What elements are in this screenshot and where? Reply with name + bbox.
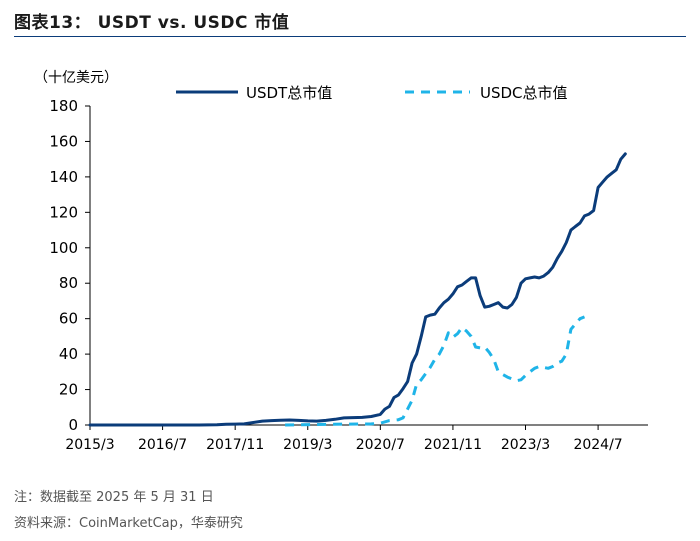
y-axis-unit-label: （十亿美元） (34, 70, 118, 86)
y-tick-label: 120 (49, 203, 78, 221)
x-tick-label: 2016/7 (138, 437, 187, 453)
y-tick-label: 180 (49, 97, 78, 115)
y-tick-label: 140 (49, 168, 78, 186)
chart-title: 图表13： USDT vs. USDC 市值 (14, 13, 290, 33)
data-date-note: 注：数据截至 2025 年 5 月 31 日 (14, 490, 214, 505)
y-tick-label: 160 (49, 132, 78, 150)
x-axis: 2015/3 2016/7 2017/11 2019/3 2020/7 2021/11 20… (65, 424, 648, 453)
x-tick-label: 2017/11 (206, 437, 264, 453)
legend: USDT总市值 USDC总市值 (176, 84, 568, 102)
x-tick-label: 2019/3 (283, 437, 332, 453)
series-layer (88, 152, 627, 427)
legend-usdt-label: USDT总市值 (246, 84, 332, 102)
source-note: 资料来源：CoinMarketCap，华泰研究 (14, 516, 243, 531)
y-tick-label: 100 (49, 239, 78, 257)
y-tick-label: 20 (59, 381, 78, 399)
y-axis: 0 20 40 60 80 100 120 140 160 180 (49, 97, 91, 434)
y-tick-label: 40 (59, 345, 78, 363)
legend-usdc-label: USDC总市值 (480, 84, 568, 102)
x-tick-label: 2021/11 (424, 437, 482, 453)
usdt-series-line (88, 152, 627, 427)
y-tick-label: 60 (59, 310, 78, 328)
y-tick-label: 0 (68, 416, 78, 434)
x-tick-label: 2024/7 (573, 437, 622, 453)
x-tick-label: 2023/3 (501, 437, 550, 453)
title-divider (14, 36, 686, 37)
y-tick-label: 80 (59, 274, 78, 292)
x-tick-label: 2015/3 (65, 437, 114, 453)
usdc-series-line (285, 315, 586, 427)
x-tick-label: 2020/7 (356, 437, 405, 453)
